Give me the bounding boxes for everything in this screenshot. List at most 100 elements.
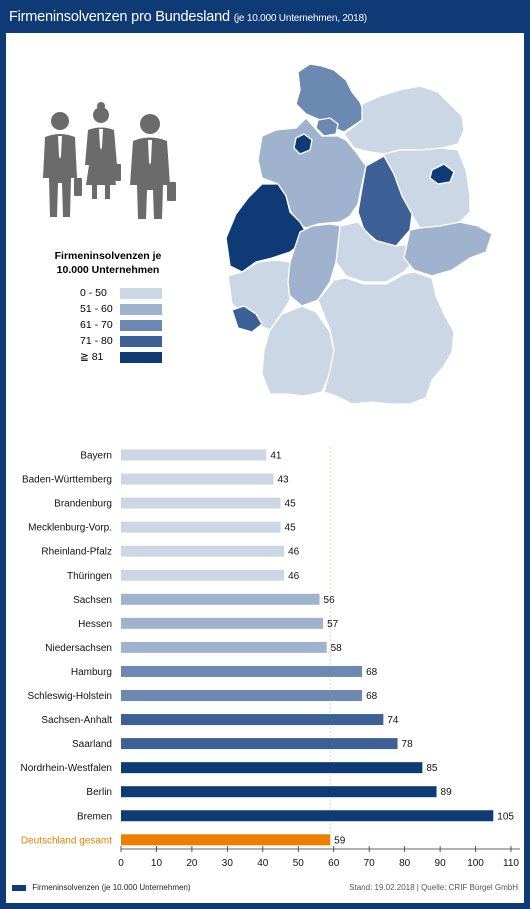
bar [121, 569, 285, 581]
bar [121, 641, 327, 653]
value-label: 45 [285, 523, 297, 534]
category-label: Rheinland-Pfalz [41, 547, 112, 558]
category-label: Sachsen-Anhalt [41, 715, 112, 726]
map-region-berlin [429, 163, 455, 185]
bar [121, 834, 331, 846]
map-region-bremen [293, 133, 313, 155]
legend-item: 71 - 80 [38, 335, 178, 348]
category-label: Bremen [77, 811, 112, 822]
x-tick-label: 70 [364, 858, 376, 869]
x-tick-label: 110 [503, 858, 519, 869]
bar [121, 690, 363, 701]
category-label: Berlin [86, 787, 112, 798]
bar [121, 810, 494, 822]
x-tick-label: 60 [328, 858, 340, 869]
value-label: 68 [366, 691, 378, 702]
category-label: Hessen [78, 619, 112, 630]
legend-item-label: 71 - 80 [80, 335, 113, 347]
x-tick-label: 30 [222, 858, 234, 869]
x-tick-label: 20 [186, 858, 198, 869]
legend-title-line1: Firmeninsolvenzen je [54, 250, 162, 262]
bar [121, 714, 384, 726]
bar [121, 473, 274, 485]
map-region-hamburg [315, 117, 339, 137]
bar [121, 786, 437, 798]
value-label: 105 [497, 811, 514, 822]
legend-title-line2: 10.000 Unternehmen [56, 264, 160, 276]
legend-item: 0 - 50 [38, 287, 178, 300]
bar [121, 593, 320, 605]
legend-item: 61 - 70 [38, 319, 178, 332]
legend-item-label: 0 - 50 [80, 287, 107, 299]
map-region-bayern [317, 271, 455, 405]
value-label: 59 [334, 835, 346, 846]
map-region-saarland [231, 305, 263, 333]
chart-title-main: Firmeninsolvenzen pro Bundesland [9, 9, 230, 25]
legend-item-label: ≧ 81 [80, 351, 104, 363]
bar [121, 665, 363, 677]
legend-item-swatch [120, 320, 162, 331]
map-region-sachsen [403, 221, 493, 277]
value-label: 85 [426, 763, 438, 774]
map-region-mecklenburg-vorpommern [343, 85, 465, 155]
category-label: Schleswig-Holstein [28, 691, 112, 702]
bar-chart: Bayern 41 Baden-Württemberg 43 Brandenburg 45… [20, 447, 520, 869]
legend-item-swatch [120, 336, 162, 347]
bar [121, 449, 267, 461]
bar [121, 617, 324, 629]
map-region-sachsen-anhalt [357, 155, 413, 247]
bar [121, 738, 398, 750]
category-label: Thüringen [67, 571, 112, 582]
value-label: 57 [327, 619, 339, 630]
value-label: 78 [402, 739, 414, 750]
legend-item-swatch [120, 352, 162, 363]
series-legend-label: Firmeninsolvenzen (je 10.000 Unternehmen… [32, 883, 191, 892]
category-label: Sachsen [73, 595, 112, 606]
x-tick-label: 100 [467, 858, 484, 869]
category-label: Brandenburg [54, 499, 112, 510]
chart-title: Firmeninsolvenzen pro Bundesland (je 10.… [9, 9, 367, 25]
value-label: 68 [366, 667, 378, 678]
x-tick-label: 40 [257, 858, 269, 869]
value-label: 74 [387, 715, 399, 726]
x-tick-label: 0 [118, 858, 124, 869]
value-label: 46 [288, 571, 300, 582]
category-label: Nordrhein-Westfalen [20, 763, 112, 774]
germany-map [225, 63, 493, 405]
business-people-icon [43, 102, 176, 219]
series-legend: Firmeninsolvenzen (je 10.000 Unternehmen… [12, 883, 191, 892]
category-label: Niedersachsen [45, 643, 112, 654]
legend-item: ≧ 81 [38, 351, 178, 364]
value-label: 45 [285, 499, 297, 510]
bar [121, 762, 423, 774]
legend-item-swatch [120, 304, 162, 315]
x-tick-label: 80 [399, 858, 411, 869]
value-label: 41 [270, 451, 282, 462]
legend-item-label: 61 - 70 [80, 319, 113, 331]
category-label: Bayern [80, 451, 112, 462]
source-note: Stand: 19.02.2018 | Quelle: CRIF Bürgel … [349, 883, 518, 892]
series-legend-swatch [12, 884, 26, 891]
x-tick-label: 10 [151, 858, 163, 869]
bar [121, 521, 281, 533]
value-label: 58 [331, 643, 343, 654]
value-label: 46 [288, 547, 300, 558]
category-label: Hamburg [71, 667, 112, 678]
x-tick-label: 90 [435, 858, 447, 869]
legend-item: 51 - 60 [38, 303, 178, 316]
bar [121, 545, 285, 557]
value-label: 56 [324, 595, 336, 606]
x-tick-label: 50 [293, 858, 305, 869]
legend-item-label: 51 - 60 [80, 303, 113, 315]
category-label: Deutschland gesamt [21, 835, 112, 846]
category-label: Mecklenburg-Vorp. [28, 523, 112, 534]
bar [121, 497, 281, 509]
category-label: Baden-Württemberg [22, 475, 112, 486]
title-bar: Firmeninsolvenzen pro Bundesland (je 10.… [0, 0, 530, 33]
legend-item-swatch [120, 288, 162, 299]
category-label: Saarland [72, 739, 112, 750]
value-label: 43 [277, 475, 289, 486]
value-label: 89 [441, 787, 453, 798]
